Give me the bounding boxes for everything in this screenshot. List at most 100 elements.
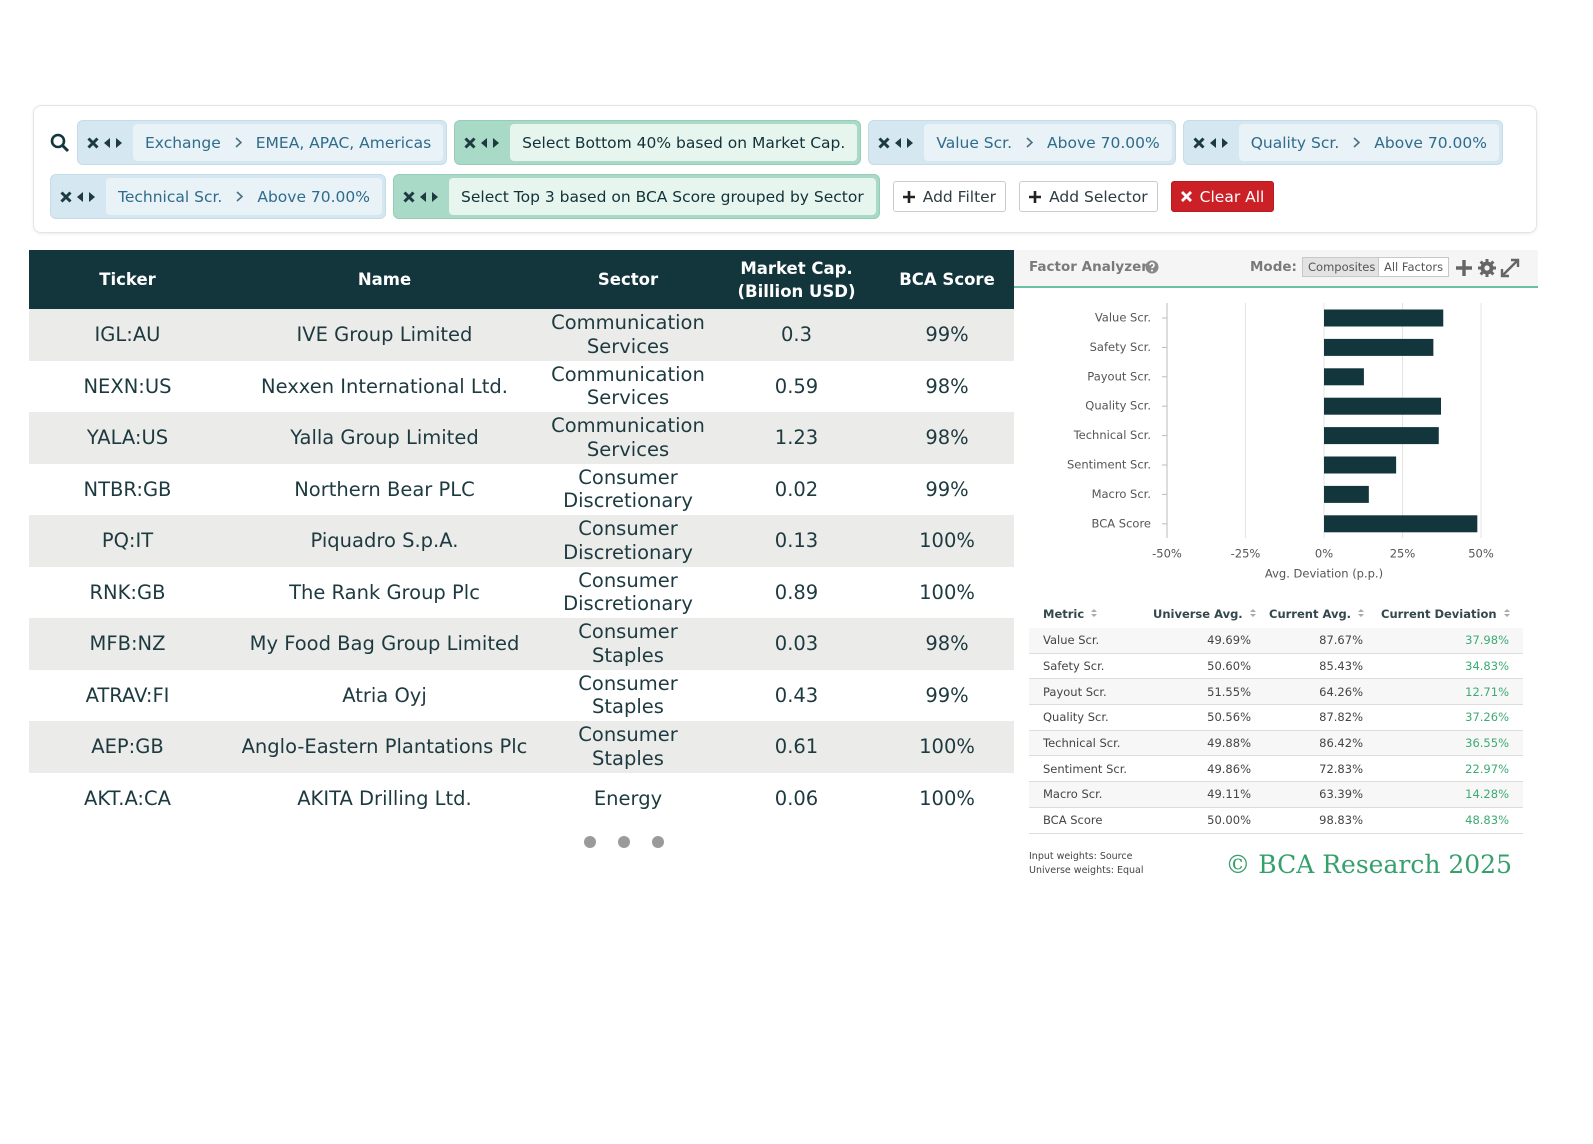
selector-chip: Select Bottom 40% based on Market Cap. — [454, 120, 862, 165]
table-cell: Communication Services — [551, 362, 705, 410]
sort-icon[interactable] — [1248, 608, 1258, 618]
table-cell: Payout Scr. — [1029, 678, 1149, 706]
chip-label: Value Scr. Above 70.00% — [924, 124, 1172, 161]
chevron — [236, 191, 244, 202]
table-cell: Consumer Discretionary — [543, 515, 713, 567]
remove-icon[interactable] — [60, 190, 72, 203]
move-left-icon[interactable] — [1209, 137, 1217, 149]
selector-chip: Select Top 3 based on BCA Score grouped … — [393, 174, 880, 219]
page-dot[interactable] — [618, 836, 630, 848]
help-icon[interactable] — [1145, 260, 1159, 274]
table-cell: Consumer Discretionary — [563, 568, 693, 616]
table-cell: Atria Oyj — [342, 683, 427, 707]
move-right-icon[interactable] — [1221, 137, 1229, 149]
table-cell: Sentiment Scr. — [1029, 755, 1149, 783]
table-cell: Energy — [593, 786, 663, 810]
move-left-icon[interactable] — [103, 137, 111, 149]
table-cell: RNK:GB — [89, 580, 166, 604]
bar — [1324, 338, 1434, 356]
table-cell: 49.86% — [1149, 755, 1265, 783]
filter-field: Technical Scr. — [118, 187, 223, 206]
table-cell: Communication Services — [543, 412, 713, 464]
move-right-icon[interactable] — [431, 191, 439, 203]
remove-icon[interactable] — [87, 136, 99, 149]
table-cell: 50.00% — [1149, 807, 1265, 834]
table-cell: 87.67% — [1265, 628, 1377, 654]
move-right-icon[interactable] — [492, 137, 500, 149]
table-cell: Consumer Discretionary — [563, 465, 693, 513]
column-header: Name — [226, 250, 543, 309]
search-icon[interactable] — [50, 120, 70, 165]
move-right-icon[interactable] — [906, 137, 914, 149]
expand-icon[interactable] — [1500, 258, 1520, 278]
table-cell: BCA Score — [1029, 807, 1149, 834]
add-selector-button[interactable]: Add Selector — [1019, 181, 1158, 212]
sort-icon[interactable] — [1502, 608, 1512, 618]
chip-controls — [394, 175, 449, 218]
x-tick-label: 0% — [1315, 547, 1333, 561]
settings-icon[interactable] — [1478, 259, 1496, 277]
header-text: Current Avg. — [1269, 607, 1352, 621]
table-cell: Safety Scr. — [1029, 653, 1149, 680]
filter-field: Value Scr. — [936, 133, 1013, 152]
header-row: Metric Universe Avg. Current Avg. Current D… — [1029, 600, 1523, 628]
mode-label: Mode: — [1250, 259, 1297, 275]
bar — [1324, 456, 1397, 474]
clear-all-button[interactable]: Clear All — [1170, 181, 1275, 212]
bar — [1324, 515, 1478, 533]
plus-icon — [1029, 190, 1042, 203]
filter-bar: Exchange EMEA, APAC, Americas Select Botto… — [33, 105, 1537, 233]
move-left-icon[interactable] — [480, 137, 488, 149]
sort-icon[interactable] — [1089, 608, 1099, 618]
move-left-icon[interactable] — [894, 137, 902, 149]
chip-label: Exchange EMEA, APAC, Americas — [133, 124, 444, 161]
move-right-icon[interactable] — [115, 137, 123, 149]
table-cell: 86.42% — [1265, 730, 1377, 757]
table-row: ATRAV:FI Atria Oyj Consumer Staples 0.43 99% — [29, 670, 1014, 722]
add-filter-button[interactable]: Add Filter — [892, 181, 1007, 212]
mode-button[interactable]: All Factors — [1378, 257, 1450, 277]
remove-icon[interactable] — [403, 190, 415, 203]
table-cell: Technical Scr. — [1029, 730, 1149, 757]
table-cell: 36.55% — [1377, 730, 1523, 757]
table-cell: 87.82% — [1265, 704, 1377, 731]
table-cell: 1.23 — [713, 412, 880, 464]
selector-text: Select Top 3 based on BCA Score grouped … — [461, 187, 864, 206]
column-header: BCA Score — [880, 250, 1014, 309]
y-tick-label: Technical Scr. — [1073, 428, 1151, 442]
x-icon — [1180, 191, 1192, 202]
chip-label: Select Bottom 40% based on Market Cap. — [510, 124, 858, 161]
page-dot[interactable] — [652, 836, 664, 848]
remove-icon[interactable] — [464, 136, 476, 149]
table-cell: The Rank Group Plc — [289, 580, 480, 604]
table-cell: Quality Scr. — [1029, 704, 1149, 731]
table-cell: Consumer Staples — [543, 721, 713, 773]
add-icon[interactable] — [1456, 260, 1472, 276]
y-tick-label: Safety Scr. — [1090, 340, 1151, 354]
chevron-icon — [236, 191, 244, 202]
table-cell: 34.83% — [1377, 653, 1523, 680]
table-cell: AEP:GB — [29, 721, 226, 773]
move-left-icon[interactable] — [419, 191, 427, 203]
table-row: MFB:NZ My Food Bag Group Limited Consumer … — [29, 618, 1014, 670]
move-left-icon[interactable] — [76, 191, 84, 203]
bar — [1324, 427, 1439, 445]
remove-icon[interactable] — [878, 136, 890, 149]
filter-chip: Value Scr. Above 70.00% — [868, 120, 1176, 165]
table-cell: Northern Bear PLC — [294, 477, 475, 501]
table-body: Value Scr. 49.69% 87.67% 37.98% Safety Scr. 5… — [1029, 628, 1523, 834]
sort-icon[interactable] — [1356, 608, 1366, 618]
header-text: Current Deviation — [1381, 607, 1497, 621]
table-row: IGL:AU IVE Group Limited Communication Ser… — [29, 309, 1014, 361]
column-header: Ticker — [29, 250, 226, 309]
table-cell: 100% — [919, 786, 975, 810]
move-right-icon[interactable] — [88, 191, 96, 203]
table-row: Value Scr. 49.69% 87.67% 37.98% — [1029, 628, 1523, 654]
column-header: Current Deviation — [1377, 600, 1523, 628]
remove-icon[interactable] — [1193, 136, 1205, 149]
table-cell: 99% — [880, 309, 1014, 361]
page-dot[interactable] — [584, 836, 596, 848]
mode-button[interactable]: Composites — [1302, 257, 1382, 277]
table-cell: IGL:AU — [29, 309, 226, 361]
